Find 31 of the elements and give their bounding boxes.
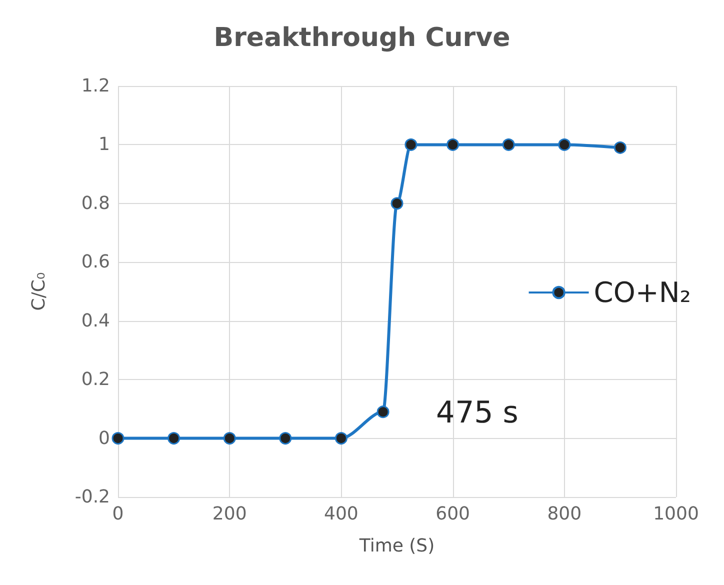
x-tick-label: 400 bbox=[324, 504, 358, 524]
point bbox=[502, 138, 515, 151]
point bbox=[614, 141, 626, 154]
x-tick-label: 0 bbox=[112, 504, 124, 524]
point bbox=[404, 138, 418, 151]
y-tick-label: 0.4 bbox=[81, 310, 110, 332]
x-tick-label: 200 bbox=[212, 504, 247, 524]
point bbox=[558, 138, 571, 151]
point bbox=[168, 432, 180, 445]
point bbox=[279, 432, 292, 445]
y-axis-title: C/C₀ bbox=[28, 272, 50, 311]
point bbox=[223, 432, 236, 445]
y-tick-label: 0 bbox=[98, 428, 110, 449]
chart-title: Breakthrough Curve bbox=[214, 23, 510, 53]
y-tick-label: 0.8 bbox=[81, 192, 110, 214]
x-axis-title: Time (S) bbox=[358, 536, 435, 556]
point bbox=[390, 197, 404, 210]
y-tick-label: -0.2 bbox=[74, 486, 110, 508]
y-tick-label: 0.6 bbox=[81, 252, 110, 273]
x-tick-label: 600 bbox=[436, 504, 470, 524]
point bbox=[376, 406, 390, 418]
y-tick-label: 1 bbox=[98, 134, 110, 156]
point bbox=[334, 432, 348, 445]
x-tick-label: 800 bbox=[547, 504, 582, 524]
y-tick-label: 1.2 bbox=[81, 76, 110, 96]
point bbox=[112, 432, 124, 445]
point bbox=[446, 138, 460, 151]
annotation: 475 s bbox=[436, 396, 518, 430]
legend-label: CO+N₂ bbox=[594, 276, 692, 309]
y-tick-label: 0.2 bbox=[81, 369, 110, 390]
x-tick-label: 1000 bbox=[653, 504, 699, 524]
